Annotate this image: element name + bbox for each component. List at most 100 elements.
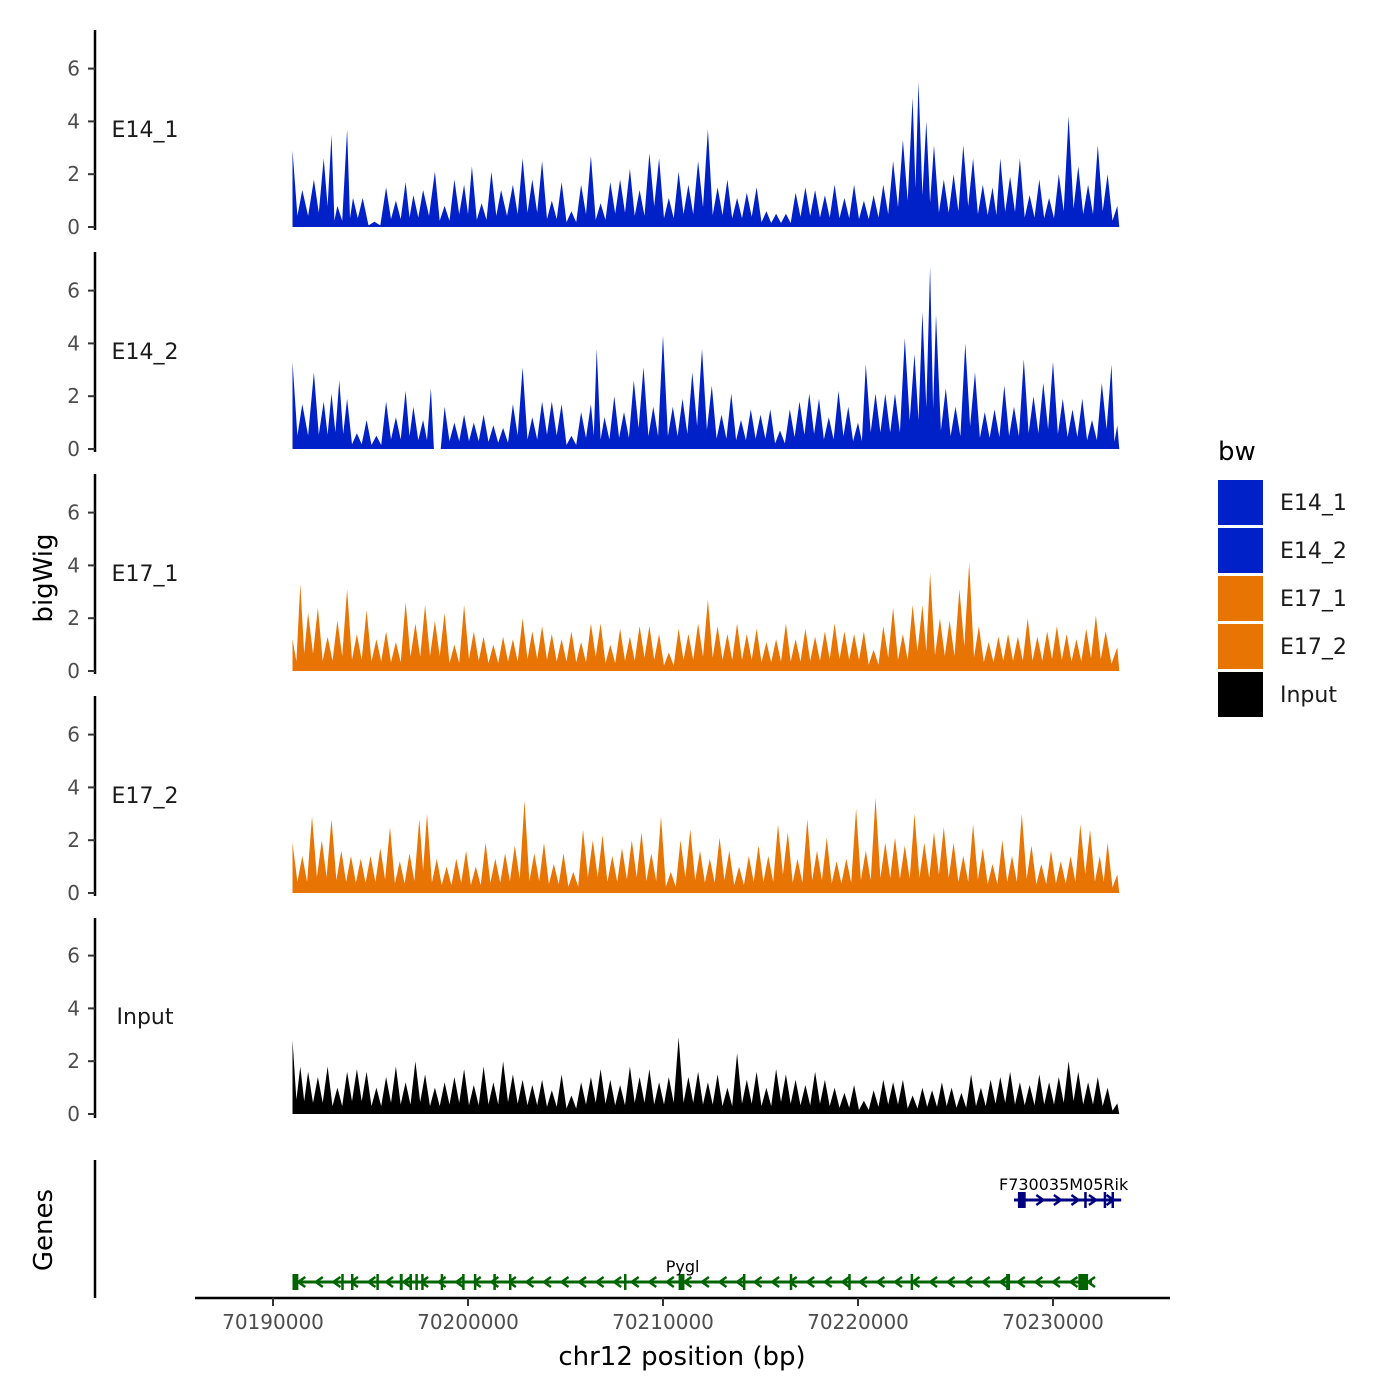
exon [341,1274,344,1290]
legend-item-e17-1: E17_1 [1218,576,1347,621]
y-tick-label: 6 [67,723,80,747]
strand-arrow [576,1275,587,1289]
strand-arrow [717,1275,728,1289]
strand-arrow [927,1275,938,1289]
exon [399,1274,403,1290]
legend-swatch [1218,576,1263,621]
strand-arrow [1015,1275,1026,1289]
y-tick-label: 4 [67,331,80,355]
strand-arrow [892,1275,903,1289]
exon [1084,1192,1087,1208]
strand-arrow [506,1275,517,1289]
signal-area [292,798,1120,893]
strand-arrow [787,1275,798,1289]
strand-arrow [822,1275,833,1289]
genes-axis-title: Genes [29,1189,59,1271]
track-label: E14_2 [112,340,179,365]
exon [1017,1192,1026,1208]
y-tick-label: 4 [67,996,80,1020]
track-e17-1: 0 2 4 6 E17_1 [67,474,1120,683]
exon [1111,1192,1114,1208]
strand-arrow [980,1275,991,1289]
legend-label: E14_1 [1280,491,1347,516]
strand-arrow [454,1275,464,1289]
strand-arrow [436,1275,447,1289]
y-tick-label: 2 [67,606,80,630]
y-tick-label: 0 [67,1102,80,1126]
y-tick-label: 0 [67,215,80,239]
strand-arrow [524,1275,535,1289]
strand-arrow [471,1275,482,1289]
exon [351,1274,354,1290]
exon [415,1274,418,1290]
strand-arrow [1070,1193,1081,1207]
y-tick-label: 6 [67,57,80,81]
track-label: E17_1 [112,562,179,587]
legend-title: bw [1218,437,1256,467]
strand-arrow [331,1275,342,1289]
exon [462,1274,465,1290]
y-tick-label: 4 [67,553,80,577]
track-e14-2: 0 2 4 6 E14_2 [67,252,1120,461]
strand-arrow [629,1275,640,1289]
genes-panel: Pygl F730035M05Rik [93,1160,1129,1298]
track-input: 0 2 4 6 Input [67,918,1120,1126]
strand-arrow [699,1275,710,1289]
strand-arrow [612,1275,622,1289]
y-tick-label: 6 [67,944,80,968]
exon [376,1274,379,1290]
exon [678,1274,685,1290]
y-tick-label: 2 [67,828,80,852]
exon [1078,1274,1089,1290]
signal-area [292,266,1120,449]
strand-arrow [594,1275,605,1289]
strand-arrow [1035,1193,1046,1207]
exon [848,1274,851,1290]
y-tick-label: 0 [67,659,80,683]
strand-arrow [734,1275,745,1289]
x-axis-title: chr12 position (bp) [558,1342,805,1372]
legend-item-e17-2: E17_2 [1218,624,1347,669]
legend-label: Input [1280,683,1337,708]
gene-label: F730035M05Rik [999,1175,1129,1194]
strand-arrow [769,1275,780,1289]
x-tick-label: 70210000 [612,1310,714,1334]
strand-arrow [401,1275,412,1289]
strand-arrow [1068,1275,1079,1289]
exon [789,1274,793,1290]
exon [910,1274,914,1290]
gene-f730035m05rik: F730035M05Rik [999,1175,1129,1208]
y-axis-title: bigWig [29,533,59,622]
exon [508,1274,512,1290]
track-label: Input [117,1005,174,1030]
strand-arrow [418,1275,429,1289]
x-tick-label: 70230000 [1002,1310,1104,1334]
strand-arrow [313,1275,324,1289]
y-tick-label: 4 [67,775,80,799]
y-tick-label: 2 [67,162,80,186]
exon [440,1274,444,1290]
signal-area [292,81,1120,227]
strand-arrow [875,1275,886,1289]
exon [1006,1274,1011,1290]
strand-arrow [752,1275,763,1289]
signal-area [292,562,1120,671]
strand-arrow [559,1275,570,1289]
strand-arrow [1088,1193,1099,1207]
legend-item-e14-1: E14_1 [1218,480,1347,525]
strand-arrow [1050,1275,1061,1289]
y-tick-label: 4 [67,109,80,133]
exon [493,1274,496,1290]
track-label: E14_1 [112,118,179,143]
y-tick-label: 2 [67,1049,80,1073]
exon [473,1274,477,1290]
y-tick-label: 6 [67,279,80,303]
legend-label: E17_1 [1280,587,1347,612]
legend-swatch [1218,528,1263,573]
track-e14-1: 0 2 4 6 E14_1 [67,30,1120,239]
y-tick-label: 6 [67,501,80,525]
legend-label: E17_2 [1280,635,1347,660]
track-e17-2: 0 2 4 6 E17_2 [67,696,1120,905]
signal-area [292,1037,1120,1114]
